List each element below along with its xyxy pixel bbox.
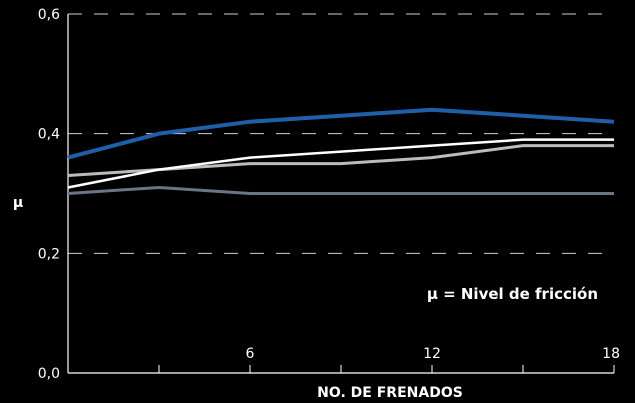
x-tick-label: 6: [246, 346, 255, 362]
x-tick-label: 18: [602, 346, 620, 362]
y-axis-label: µ: [13, 195, 23, 211]
x-tick-label: 12: [423, 346, 441, 362]
y-tick-label: 0,4: [38, 127, 60, 143]
series-line-1: [67, 107, 615, 160]
friction-annotation: µ = Nivel de fricción: [427, 285, 598, 303]
series-line-4: [67, 186, 614, 195]
y-tick-label: 0,2: [38, 246, 60, 262]
grid-lines: [68, 13, 614, 254]
tick-labels: 0,0 0,2 0,4 0,6 6 12 18: [38, 7, 620, 382]
y-tick-label: 0,6: [38, 7, 60, 23]
series-line-3: [67, 138, 614, 189]
series-lines: [67, 107, 615, 195]
x-axis-label: NO. DE FRENADOS: [317, 385, 463, 401]
y-tick-label: 0,0: [38, 366, 60, 382]
